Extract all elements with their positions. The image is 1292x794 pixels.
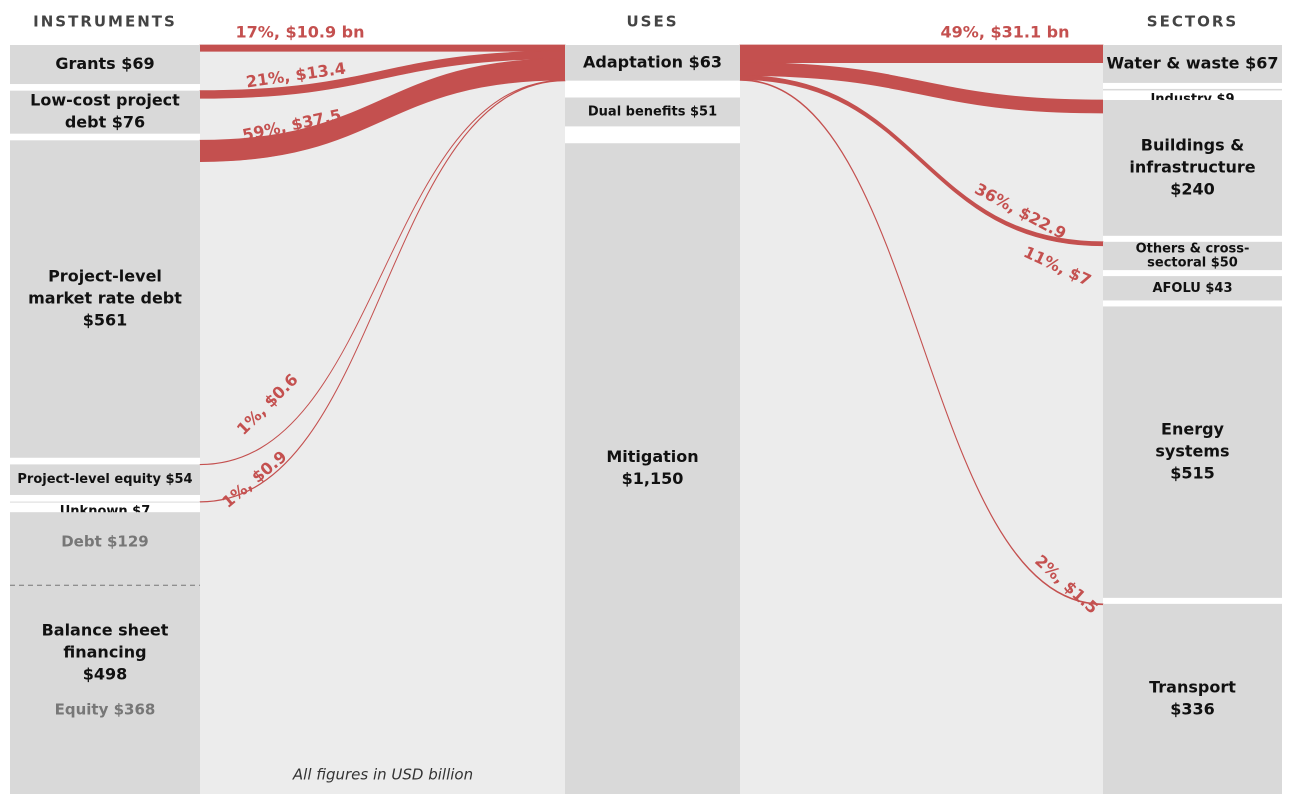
node-label: $515: [1170, 464, 1215, 483]
node-label: AFOLU $43: [1152, 281, 1232, 296]
node-label: debt $76: [65, 113, 145, 132]
node-label: Buildings &: [1141, 135, 1244, 154]
node: [10, 140, 200, 458]
node: [10, 512, 200, 794]
node-label: Energy: [1161, 420, 1225, 439]
node-label: infrastructure: [1129, 157, 1255, 176]
node-label: Mitigation: [606, 447, 698, 466]
node-label: Low-cost project: [30, 91, 180, 110]
node-label: Water & waste $67: [1107, 53, 1279, 72]
flow-panel: [200, 45, 565, 794]
node: [565, 143, 740, 794]
node-label: systems: [1155, 442, 1229, 461]
node-label: $498: [83, 665, 128, 684]
flow-label: 49%, $31.1 bn: [941, 23, 1070, 42]
node: [10, 464, 200, 495]
node-label: Transport: [1149, 677, 1236, 696]
flow-panel: [740, 45, 1103, 794]
node-label: Project-level: [48, 267, 162, 286]
node-label: $336: [1170, 699, 1215, 718]
column-title: SECTORS: [1147, 13, 1238, 31]
node: [10, 90, 200, 134]
nodes: Grants $69 Low-cost project debt $76 Projec…: [10, 45, 1282, 794]
flow-label: 17%, $10.9 bn: [236, 23, 365, 42]
node: [1103, 276, 1282, 301]
flow: [199, 44, 566, 52]
node: [1103, 100, 1282, 236]
node-label: Adaptation $63: [583, 52, 722, 71]
node: [1103, 45, 1282, 83]
part-label: Debt $129: [61, 533, 149, 551]
node: [1103, 306, 1282, 598]
note: All figures in USD billion: [292, 766, 473, 784]
node-label: $561: [83, 311, 128, 330]
node-label: $240: [1170, 179, 1215, 198]
column-title: INSTRUMENTS: [33, 13, 177, 31]
node: [1103, 603, 1282, 794]
node-label: Project-level equity $54: [17, 472, 192, 487]
node-label: Grants $69: [55, 54, 154, 73]
flow: [199, 79, 566, 503]
node-label: Dual benefits $51: [588, 104, 717, 119]
node: [565, 97, 740, 127]
part-label: Equity $368: [55, 701, 156, 719]
node: [10, 45, 200, 85]
node-label: Balance sheet: [42, 621, 169, 640]
node-label: $1,150: [622, 469, 684, 488]
node: [1103, 241, 1282, 271]
node-label: market rate debt: [28, 289, 182, 308]
flow: [739, 44, 1104, 63]
node-label: Others & cross-: [1136, 241, 1250, 256]
node-label: sectoral $50: [1147, 255, 1238, 270]
node: [565, 45, 740, 81]
node-label: financing: [63, 643, 146, 662]
column-title: USES: [626, 13, 678, 31]
